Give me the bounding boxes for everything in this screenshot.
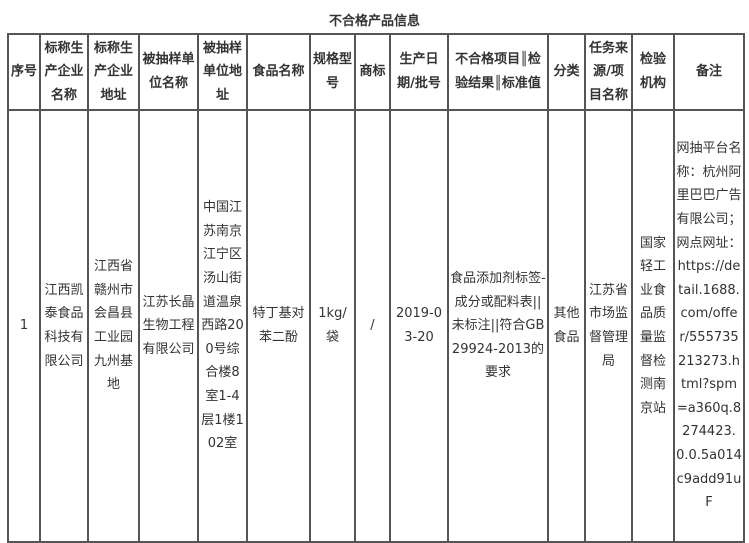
- cell-inspection-agency: 国家轻工业食品质量监督检测南京站: [631, 109, 675, 543]
- cell-sampled-unit-address: 中国江苏南京江宁区汤山街道温泉西路200号综合楼8室1-4层1楼102室: [197, 109, 248, 543]
- header-cell: 任务来源/项目名称: [584, 33, 633, 111]
- table-title: 不合格产品信息: [328, 14, 420, 29]
- nonconforming-products-table: 序号 标称生产企业名称 标称生产企业地址 被抽样单位名称 被抽样单位地址 食品名…: [7, 33, 745, 543]
- header-cell: 生产日期/批号: [389, 33, 449, 111]
- header-cell: 序号: [7, 33, 41, 111]
- header-cell: 食品名称: [246, 33, 311, 111]
- cell-manufacturer-name: 江西凯泰食品科技有限公司: [39, 109, 89, 543]
- cell-manufacturer-address: 江西省赣州市会昌县工业园九州基地: [87, 109, 140, 543]
- header-cell: 备注: [673, 33, 745, 111]
- header-cell: 规格型号: [309, 33, 356, 111]
- header-cell: 标称生产企业名称: [39, 33, 89, 111]
- header-cell: 被抽样单位地址: [197, 33, 248, 111]
- cell-task-source: 江苏省市场监督管理局: [584, 109, 633, 543]
- table-row: 1 江西凯泰食品科技有限公司 江西省赣州市会昌县工业园九州基地 江苏长晶生物工程…: [7, 109, 745, 543]
- header-cell: 检验机构: [631, 33, 675, 111]
- cell-index: 1: [7, 109, 41, 543]
- cell-spec: 1kg/袋: [309, 109, 356, 543]
- header-cell: 被抽样单位名称: [138, 33, 199, 111]
- header-row: 序号 标称生产企业名称 标称生产企业地址 被抽样单位名称 被抽样单位地址 食品名…: [7, 33, 745, 111]
- header-cell: 不合格项目║检验结果║标准值: [447, 33, 549, 111]
- cell-nonconforming-item: 食品添加剂标签-成分或配料表||未标注||符合GB29924-2013的要求: [447, 109, 549, 543]
- cell-trademark: /: [354, 109, 391, 543]
- cell-remarks: 网抽平台名称：杭州阿里巴巴广告有限公司；网点网址：https://detail.…: [673, 109, 745, 543]
- cell-food-name: 特丁基对苯二酚: [246, 109, 311, 543]
- cell-category: 其他食品: [547, 109, 586, 543]
- cell-sampled-unit-name: 江苏长晶生物工程有限公司: [138, 109, 199, 543]
- header-cell: 标称生产企业地址: [87, 33, 140, 111]
- header-cell: 商标: [354, 33, 391, 111]
- header-cell: 分类: [547, 33, 586, 111]
- cell-production-date: 2019-03-20: [389, 109, 449, 543]
